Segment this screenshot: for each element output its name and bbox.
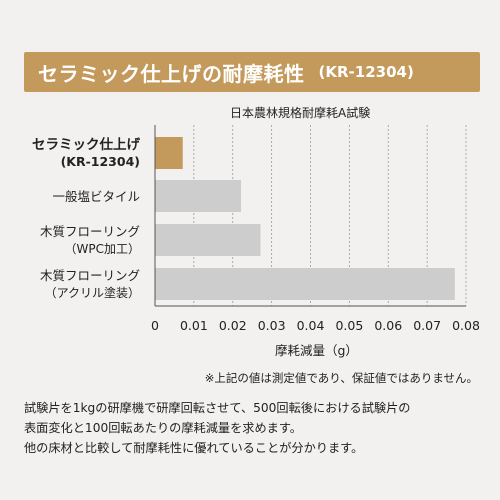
product-code: (KR-12304) [318, 63, 414, 81]
description-line: 表面変化と100回転あたりの摩耗減量を求めます。 [24, 421, 302, 435]
category-label: 木質フローリング [40, 224, 140, 239]
category-sublabel: （WPC加工） [65, 242, 140, 256]
description-line: 試験片を1kgの研摩機で研摩回転させて、500回転後における試験片の [24, 401, 411, 415]
chart-subtitle: 日本農林規格耐摩耗A試験 [230, 106, 371, 120]
x-axis-label: 摩耗減量（g） [275, 343, 358, 358]
category-sublabel: （アクリル塗装） [45, 285, 140, 300]
category-label: セラミック仕上げ [32, 136, 140, 153]
x-tick-label: 0.07 [413, 318, 441, 333]
bar [155, 180, 242, 212]
description-line: 他の床材と比較して耐摩耗性に優れていることが分かります。 [24, 441, 364, 455]
description: 試験片を1kgの研摩機で研摩回転させて、500回転後における試験片の 表面変化と… [24, 398, 484, 458]
bar [155, 137, 183, 169]
x-tick-label: 0.02 [219, 318, 247, 333]
x-tick-label: 0.05 [335, 318, 363, 333]
title-bar: セラミック仕上げの耐摩耗性 (KR-12304) [24, 52, 480, 92]
x-tick-label: 0.06 [374, 318, 402, 333]
x-tick-label: 0 [151, 318, 159, 333]
x-tick-label: 0.04 [297, 318, 325, 333]
x-tick-label: 0.01 [180, 318, 208, 333]
x-tick-label: 0.03 [258, 318, 286, 333]
category-label: 木質フローリング [40, 268, 140, 283]
measurement-note: ※上記の値は測定値であり、保証値ではありません。 [204, 371, 478, 385]
x-tick-label: 0.08 [452, 318, 480, 333]
category-sublabel: (KR-12304) [61, 154, 140, 169]
bar [155, 224, 261, 256]
category-label: 一般塩ビタイル [52, 189, 140, 204]
page-title: セラミック仕上げの耐摩耗性 [38, 61, 305, 86]
bar [155, 268, 455, 300]
